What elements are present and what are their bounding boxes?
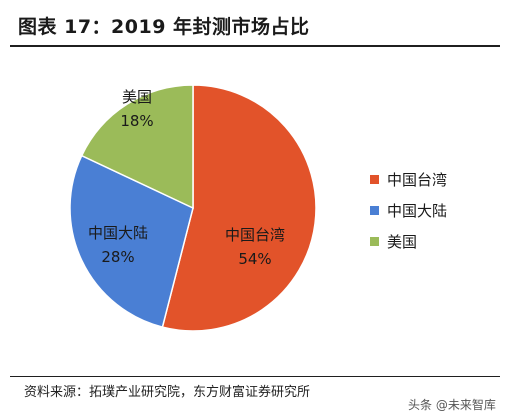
pie-slice-labels: 中国台湾 54% 中国大陆 28% 美国 18% [88, 88, 285, 268]
slice-label: 美国 [122, 88, 152, 106]
legend-swatch [370, 175, 379, 184]
pie-slice [80, 84, 194, 210]
title-divider [10, 45, 500, 47]
slice-value-label: 28% [101, 248, 134, 266]
legend-label: 中国台湾 [387, 171, 447, 189]
slice-label: 中国大陆 [88, 224, 148, 242]
legend-swatch [370, 206, 379, 215]
slice-value-label: 18% [120, 112, 153, 130]
legend-label: 中国大陆 [387, 202, 447, 220]
slice-value-label: 54% [238, 250, 271, 268]
chart-title: 图表 17：2019 年封测市场占比 [18, 16, 310, 38]
pie-slices [69, 84, 317, 332]
slice-label: 中国台湾 [225, 226, 285, 244]
source-note: 资料来源：拓璞产业研究院，东方财富证券研究所 [24, 385, 311, 400]
footer-divider [10, 376, 500, 377]
legend-swatch [370, 237, 379, 246]
pie-slice [69, 154, 194, 329]
pie-slice [161, 84, 317, 332]
legend-label: 美国 [387, 233, 417, 251]
watermark: 头条 @未来智库 [404, 395, 500, 414]
